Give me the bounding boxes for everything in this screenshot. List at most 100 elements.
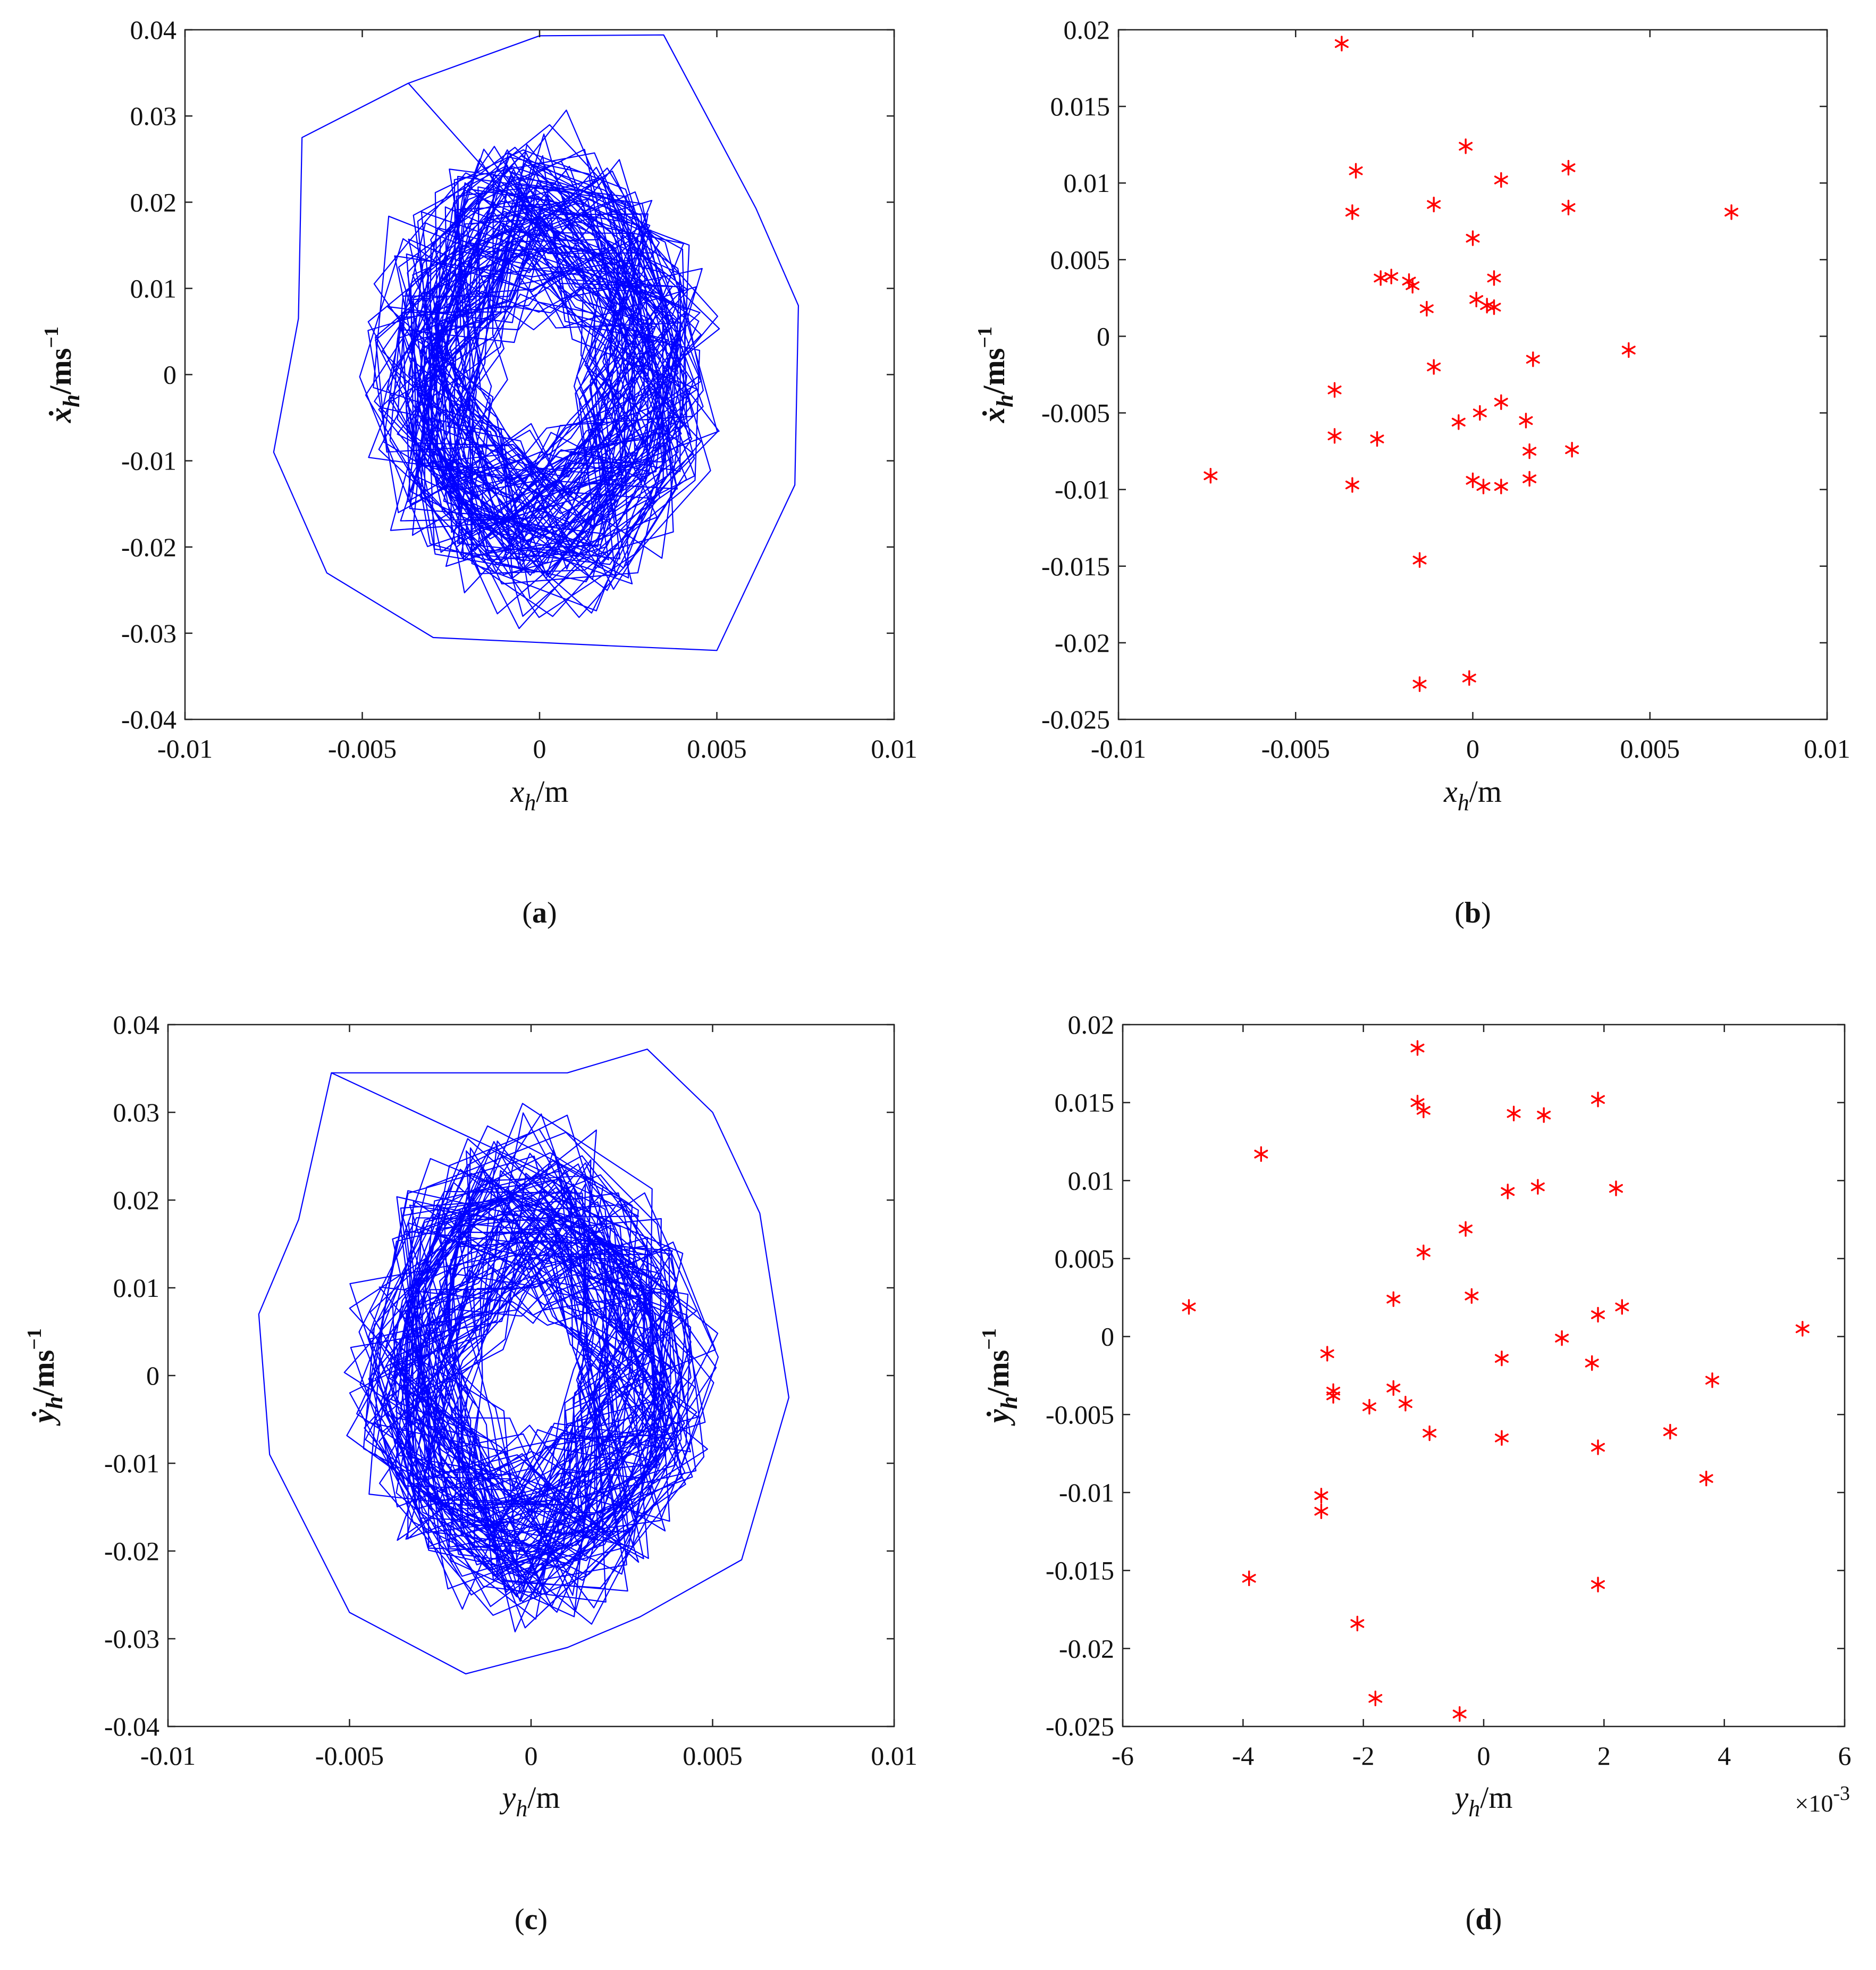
y-tick-label: 0.02 — [1064, 15, 1111, 45]
data-point — [1427, 196, 1441, 213]
x-tick-label: -2 — [1352, 1741, 1375, 1771]
data-point — [1242, 1570, 1256, 1587]
x-axis-symbol: x — [510, 774, 525, 809]
y-tick-label: -0.02 — [104, 1536, 159, 1566]
x-axis-unit: /m — [536, 774, 568, 809]
x-axis-label: yh/m — [500, 1780, 560, 1822]
panel-a: -0.01 -0.005 0 0.005 0.01 -0.04 -0.03 -0.02 -0.0… — [40, 15, 918, 929]
data-point — [1591, 1439, 1605, 1455]
y-tick-label: 0.005 — [1050, 245, 1111, 274]
data-point — [1519, 413, 1533, 429]
y-axis-label: ẏh/ms−1 — [23, 1328, 68, 1426]
y-tick-label: 0.01 — [1068, 1166, 1115, 1195]
series-trace — [273, 34, 799, 651]
data-point — [1724, 204, 1739, 220]
y-tick-label: 0.015 — [1055, 1088, 1115, 1118]
data-point — [1386, 1291, 1401, 1307]
data-point — [1451, 414, 1466, 430]
y-tick-label: -0.005 — [1041, 398, 1110, 428]
data-point — [1459, 138, 1473, 154]
x-axis-subscript: h — [516, 1796, 527, 1822]
x-axis-unit: /m — [1480, 1780, 1512, 1815]
x-tick-label: 6 — [1838, 1741, 1852, 1771]
x-tick-label: 4 — [1718, 1741, 1731, 1771]
data-point — [1699, 1470, 1713, 1487]
data-point — [1416, 1244, 1431, 1260]
data-point — [1427, 359, 1441, 375]
y-axis-subscript: h — [41, 1396, 68, 1409]
plot-area — [1204, 36, 1739, 692]
data-point — [1473, 405, 1487, 421]
data-point — [1565, 442, 1579, 458]
y-axis-label: ẋh/ms−1 — [974, 326, 1018, 423]
data-point — [1327, 382, 1342, 398]
data-point — [1465, 1288, 1479, 1304]
y-axis-symbol: ẋ — [977, 407, 1011, 423]
y-axis-subscript: h — [58, 395, 85, 407]
x-axis-symbol: y — [1452, 1780, 1469, 1815]
y-tick-label: -0.03 — [121, 618, 176, 648]
data-point — [1314, 1503, 1328, 1519]
y-axis-label: ẏh/ms−1 — [978, 1328, 1022, 1426]
data-point — [1327, 428, 1342, 444]
y-tick-label: -0.01 — [1059, 1478, 1114, 1507]
axes-frame — [1117, 29, 1828, 720]
data-point — [1412, 552, 1427, 568]
panel-d: -6 -4 -2 0 2 4 6 -0.025 -0.02 -0.015 -0.01 -0.005 0 0… — [978, 1010, 1852, 1936]
data-point — [1349, 163, 1363, 179]
x-tick-label: -4 — [1232, 1741, 1255, 1771]
y-tick-label: 0.02 — [1068, 1010, 1115, 1040]
subfigure-letter: d — [1475, 1903, 1492, 1936]
y-tick-label: 0 — [1097, 321, 1110, 351]
x-tick-label: -0.005 — [1261, 734, 1330, 764]
y-tick-label: 0 — [163, 360, 176, 390]
data-point — [1555, 1330, 1569, 1346]
x-axis-subscript: h — [1458, 790, 1469, 816]
y-tick-label: 0.03 — [130, 101, 177, 131]
x-axis-multiplier: ×10-3 — [1795, 1782, 1850, 1817]
x-tick-label: 0 — [525, 1741, 538, 1771]
data-point — [1345, 204, 1359, 220]
y-axis-unit-exponent: −1 — [974, 326, 996, 348]
data-point — [1561, 160, 1576, 176]
y-tick-label: -0.025 — [1046, 1712, 1114, 1741]
y-tick-label: 0.01 — [130, 273, 177, 303]
data-point — [1494, 172, 1508, 188]
y-axis-unit-exponent: −1 — [40, 326, 63, 348]
y-tick-label: 0.04 — [113, 1010, 160, 1040]
x-tick-label: -0.005 — [328, 734, 397, 764]
x-tick-label: 0 — [1477, 1741, 1491, 1771]
plot-area — [273, 34, 799, 651]
plot-area — [258, 1049, 789, 1675]
data-point — [1386, 1380, 1401, 1396]
data-point — [1494, 1351, 1509, 1367]
data-point — [1462, 670, 1476, 686]
y-tick-label: 0.02 — [130, 187, 177, 217]
y-tick-label: 0.005 — [1055, 1244, 1115, 1273]
data-point — [1406, 278, 1420, 294]
x-axis-label: yh/m — [1452, 1780, 1513, 1822]
data-point — [1368, 1690, 1383, 1706]
subfigure-letter: c — [525, 1903, 538, 1936]
data-point — [1501, 1184, 1515, 1200]
y-tick-label: -0.04 — [121, 705, 176, 734]
y-axis-unit: /ms — [981, 1350, 1015, 1397]
x-axis-unit: /m — [1469, 774, 1502, 809]
y-tick-label: -0.015 — [1041, 551, 1110, 581]
y-tick-label: -0.04 — [104, 1712, 159, 1741]
panel-b: -0.01 -0.005 0 0.005 0.01 -0.025 -0.02 -0.015 -0… — [974, 15, 1850, 929]
x-tick-label: -0.005 — [315, 1741, 384, 1771]
y-tick-label: -0.01 — [1055, 475, 1110, 505]
y-axis-subscript: h — [992, 395, 1018, 407]
y-tick-label: 0.015 — [1050, 91, 1111, 121]
data-point — [1419, 300, 1434, 317]
data-point — [1522, 443, 1537, 459]
x-tick-label: 0.01 — [1804, 734, 1850, 764]
x-tick-label: 0.005 — [1620, 734, 1680, 764]
plot-area — [1182, 1040, 1810, 1722]
data-point — [1795, 1321, 1810, 1337]
data-point — [1204, 468, 1218, 484]
x-tick-label: -0.01 — [1091, 734, 1146, 764]
data-point — [1384, 269, 1399, 284]
subfigure-label: (b) — [1454, 896, 1491, 929]
